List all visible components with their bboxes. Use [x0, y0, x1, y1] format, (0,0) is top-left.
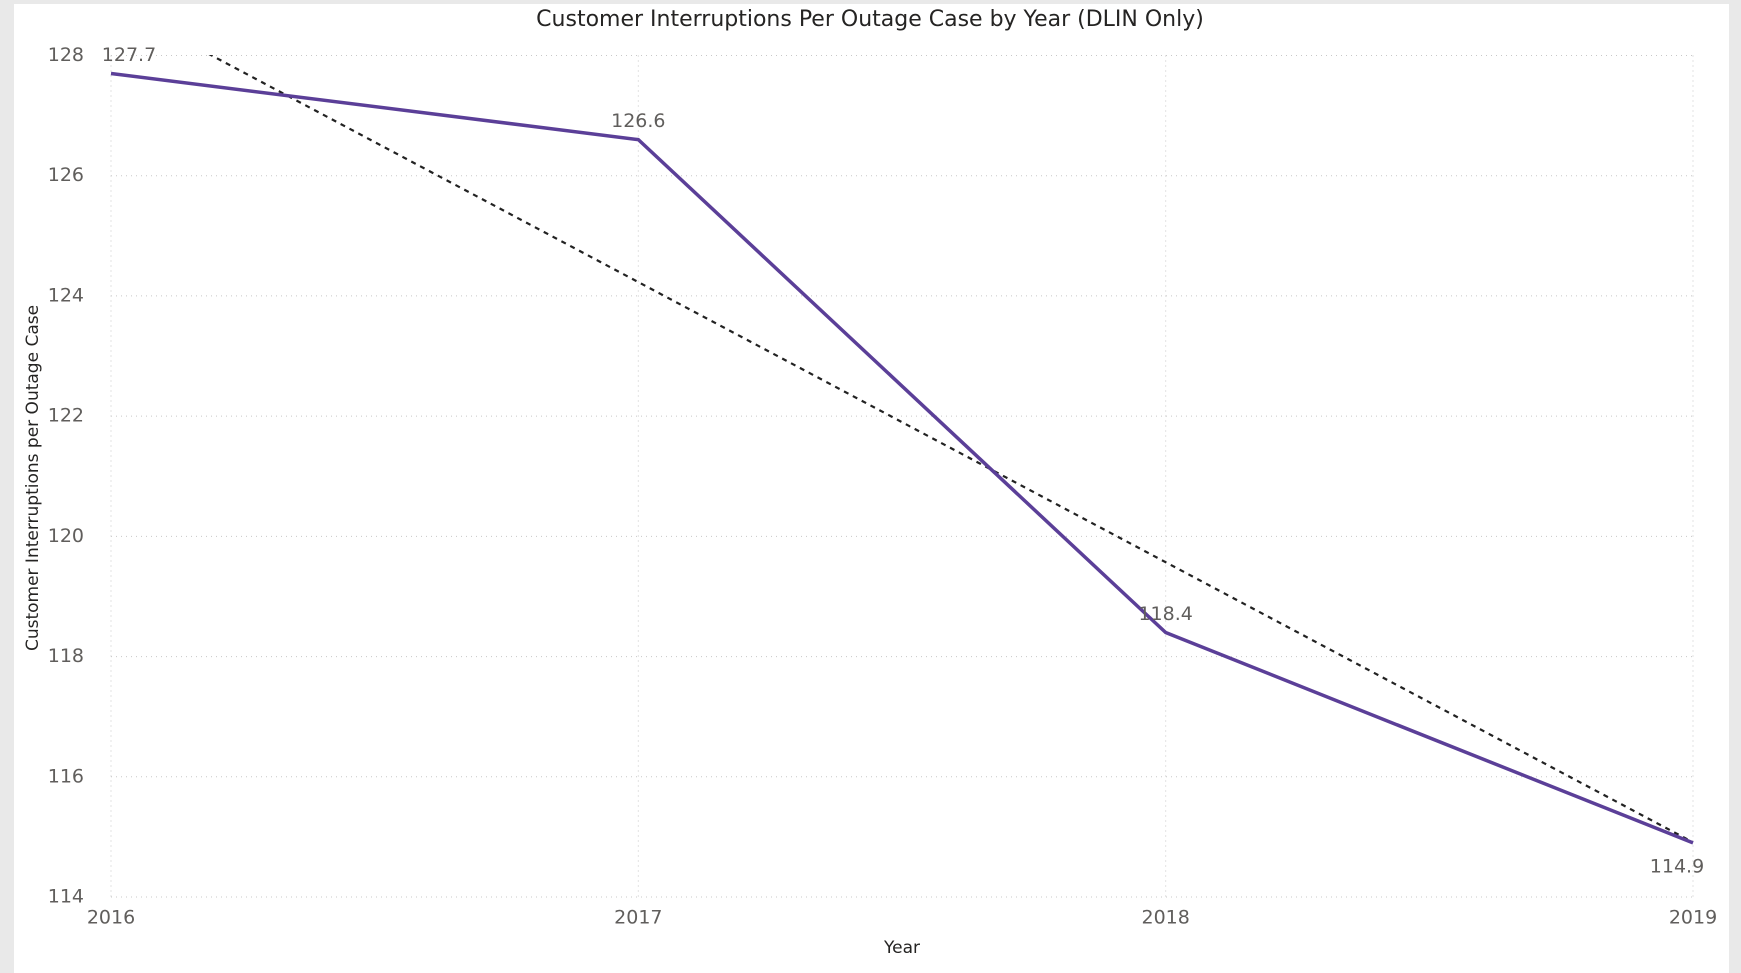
- x-axis-label: Year: [883, 938, 920, 958]
- data-label: 114.9: [1650, 855, 1704, 877]
- line: [110, 71, 1694, 845]
- x-tick-label: 2019: [1669, 907, 1717, 929]
- trend-line: [208, 55, 1693, 844]
- x-tick-label: 2017: [614, 907, 662, 929]
- y-tick-label: 114: [48, 886, 84, 908]
- y-tick-label: 120: [48, 525, 84, 547]
- data-label: 118.4: [1138, 603, 1192, 625]
- data-label: 127.7: [102, 44, 156, 66]
- y-tick-label: 126: [48, 164, 84, 186]
- chart-title: Customer Interruptions Per Outage Case b…: [536, 7, 1204, 32]
- data-label: 126.6: [611, 110, 665, 132]
- y-tick-label: 128: [48, 44, 84, 66]
- y-tick-label: 122: [48, 405, 84, 427]
- x-tick-label: 2018: [1141, 907, 1189, 929]
- card: [14, 4, 1729, 973]
- y-tick-label: 118: [48, 645, 84, 667]
- y-tick-label: 124: [48, 284, 84, 306]
- x-tick-label: 2016: [87, 907, 135, 929]
- y-axis-label: Customer Interruptions per Outage Case: [23, 305, 43, 651]
- y-tick-label: 116: [48, 765, 84, 787]
